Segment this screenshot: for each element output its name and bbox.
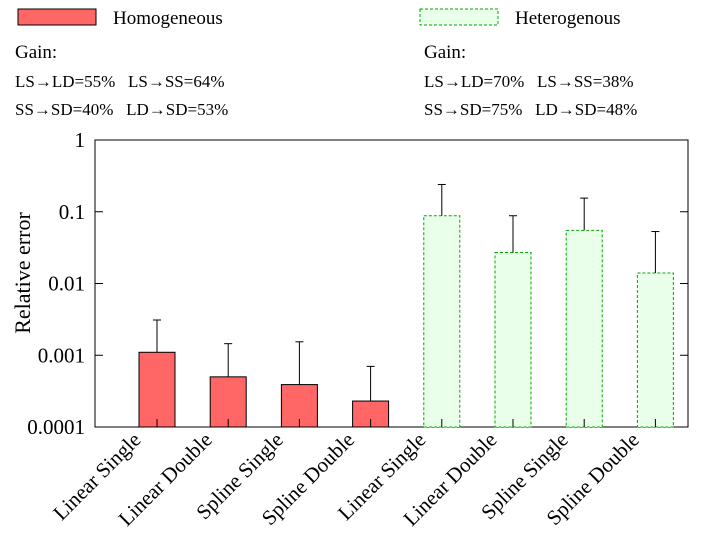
annotation-line: SS→SD=75% LD→SD=48% [424,100,637,119]
annotation-title: Gain: [424,42,466,63]
annotation-line: SS→SD=40% LD→SD=53% [15,100,228,119]
y-tick-label: 0.01 [48,272,85,296]
bar [636,272,674,428]
y-tick-label: 1 [75,128,86,152]
y-tick-label: 0.1 [59,200,85,224]
bar [494,252,532,428]
error-bar [366,365,375,402]
bar [423,215,461,428]
error-bar [295,341,304,385]
legend-swatch [419,8,499,26]
y-tick-label: 0.0001 [27,415,85,439]
error-bar [509,215,517,253]
annotation-title: Gain: [15,42,57,63]
legend-label: Homogeneous [113,8,223,29]
y-axis-label: Relative error [10,212,35,334]
bar [565,229,603,428]
annotation-line: LS→LD=70% LS→SS=38% [424,72,634,91]
error-bar [580,197,589,231]
error-bar [437,183,446,216]
legend-label: Heterogenous [515,8,621,29]
error-bar [651,231,660,274]
legend-swatch [17,8,97,26]
bar [138,351,176,428]
error-bar [224,343,233,377]
annotation-line: LS→LD=55% LS→SS=64% [15,72,225,91]
error-bar [153,319,161,353]
y-tick-label: 0.001 [38,343,85,367]
